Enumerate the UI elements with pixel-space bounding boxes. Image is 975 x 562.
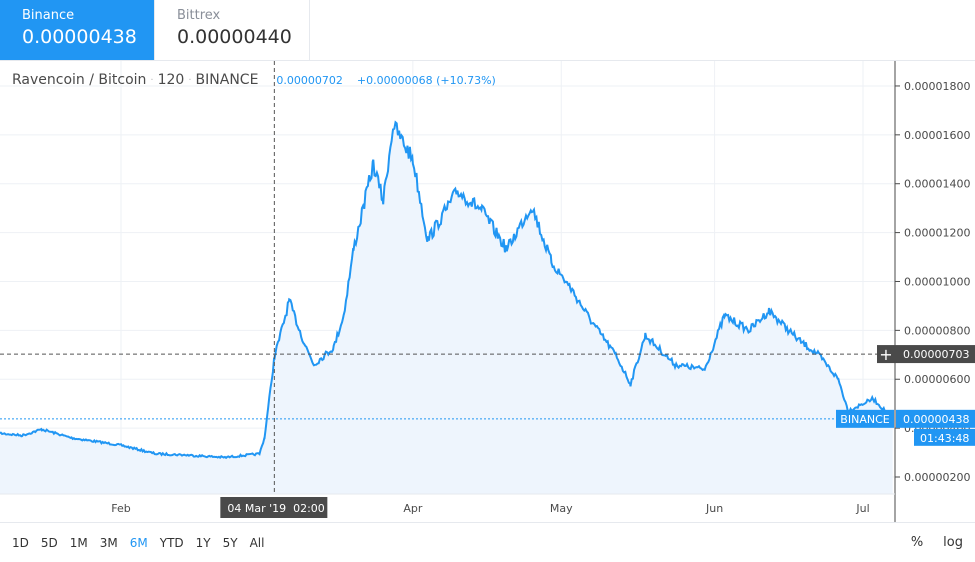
log-toggle[interactable]: log — [943, 535, 963, 550]
plus-icon[interactable]: + — [879, 345, 892, 364]
legend-change: +0.00000068 (+10.73%) — [356, 73, 496, 87]
range-button-5d[interactable]: 5D — [40, 535, 58, 550]
range-button-1d[interactable]: 1D — [12, 535, 29, 550]
range-button-all[interactable]: All — [249, 535, 265, 550]
y-tick-label: 0.00001400 — [904, 178, 970, 191]
range-button-1y[interactable]: 1Y — [195, 535, 211, 550]
time-axis[interactable]: Feb Apr May Jun Jul — [111, 502, 869, 515]
price-line — [0, 120, 894, 460]
bottom-toolbar: 1D 5D 1M 3M 6M YTD 1Y 5Y All % log — [0, 522, 975, 562]
separator: · — [150, 74, 154, 86]
price-area-fill — [0, 122, 893, 494]
exchange: BINANCE — [195, 72, 259, 88]
separator: · — [188, 74, 192, 86]
crosshair-price-label: + 0.00000703 — [877, 345, 975, 364]
exchange-price: 0.00000438 — [22, 26, 137, 48]
x-tick-label: Jun — [705, 502, 723, 515]
exchange-tab-bittrex[interactable]: Bittrex 0.00000440 — [155, 0, 310, 60]
exchange-name: Bittrex — [177, 8, 221, 23]
last-price-label: BINANCE 0.00000438 01:43:48 — [836, 409, 975, 446]
x-tick-label: Jul — [855, 502, 869, 515]
range-buttons: 1D 5D 1M 3M 6M YTD 1Y 5Y All — [12, 536, 276, 550]
price-chart[interactable]: 0.000002000.000004000.000006000.00000800… — [0, 0, 975, 522]
x-tick-label: Apr — [403, 502, 423, 515]
x-tick-label: Feb — [111, 502, 130, 515]
crosshair-date-label: 04 Mar '19 02:00 — [220, 497, 328, 518]
symbol-name[interactable]: Ravencoin / Bitcoin — [12, 72, 147, 88]
svg-text:0.00000703: 0.00000703 — [903, 348, 969, 361]
y-tick-label: 0.00001800 — [904, 80, 970, 93]
bar-countdown: 01:43:48 — [920, 432, 969, 445]
y-tick-label: 0.00000600 — [904, 373, 970, 386]
interval: 120 — [157, 72, 185, 88]
y-tick-label: 0.00001600 — [904, 129, 970, 142]
svg-text:0.00000438: 0.00000438 — [903, 413, 969, 426]
y-tick-label: 0.00000800 — [904, 324, 970, 337]
range-button-6m[interactable]: 6M — [129, 535, 148, 550]
range-button-1m[interactable]: 1M — [69, 535, 88, 550]
exchange-price: 0.00000440 — [177, 26, 292, 48]
range-button-5y[interactable]: 5Y — [222, 535, 238, 550]
y-tick-label: 0.00001200 — [904, 227, 970, 240]
divider — [0, 60, 975, 61]
y-tick-label: 0.00001000 — [904, 275, 970, 288]
percent-toggle[interactable]: % — [910, 535, 924, 550]
x-tick-label: May — [550, 502, 573, 515]
svg-text:BINANCE: BINANCE — [840, 413, 889, 426]
exchange-tab-binance[interactable]: Binance 0.00000438 — [0, 0, 155, 60]
range-button-ytd[interactable]: YTD — [159, 535, 184, 550]
svg-text:04 Mar '19 02:00: 04 Mar '19 02:00 — [227, 502, 324, 515]
legend-value: 0.00000702 — [276, 73, 343, 87]
y-tick-label: 0.00000200 — [904, 471, 970, 484]
exchange-tabs: Binance 0.00000438 Bittrex 0.00000440 — [0, 0, 310, 60]
chart-legend: Ravencoin / Bitcoin · 120 · BINANCE 0.00… — [12, 72, 496, 88]
range-button-3m[interactable]: 3M — [99, 535, 118, 550]
exchange-name: Binance — [22, 8, 75, 23]
